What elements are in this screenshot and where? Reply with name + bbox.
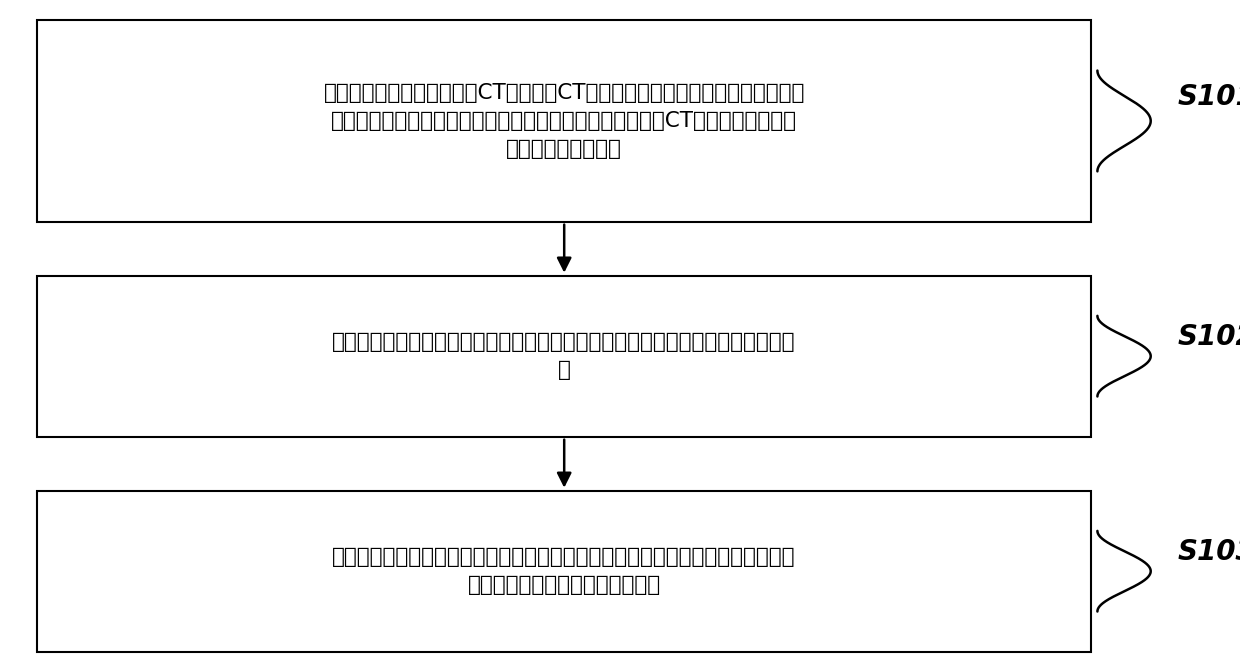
Text: 连通性和形态特征以分离出左右肺: 连通性和形态特征以分离出左右肺: [467, 575, 661, 595]
Text: 由上往下依次逐层提取所述CT图像预定CT值以内的区域并分割获得第一分割数据: 由上往下依次逐层提取所述CT图像预定CT值以内的区域并分割获得第一分割数据: [324, 83, 805, 103]
Text: S102: S102: [1178, 323, 1240, 351]
Text: 将所述第二分割数据根据支气管的位置特征检测以去除所述支气管，并根据左右肺: 将所述第二分割数据根据支气管的位置特征检测以去除所述支气管，并根据左右肺: [332, 547, 796, 567]
Bar: [37, 20, 1091, 222]
Text: 主干上的一个种子点: 主干上的一个种子点: [506, 139, 622, 159]
Text: 据: 据: [558, 360, 570, 380]
Text: S103: S103: [1178, 538, 1240, 566]
Text: 将所述种子点根据预定的一初始高阈值进行自适应阈值区域生长以获得第二分割数: 将所述种子点根据预定的一初始高阈值进行自适应阈值区域生长以获得第二分割数: [332, 332, 796, 352]
Bar: [37, 276, 1091, 437]
Text: ，对所述第一分割数据进行边界填充和特征检测以获得所述CT图像对应在支气管: ，对所述第一分割数据进行边界填充和特征检测以获得所述CT图像对应在支气管: [331, 111, 797, 131]
Bar: [37, 491, 1091, 652]
Text: S101: S101: [1178, 83, 1240, 111]
